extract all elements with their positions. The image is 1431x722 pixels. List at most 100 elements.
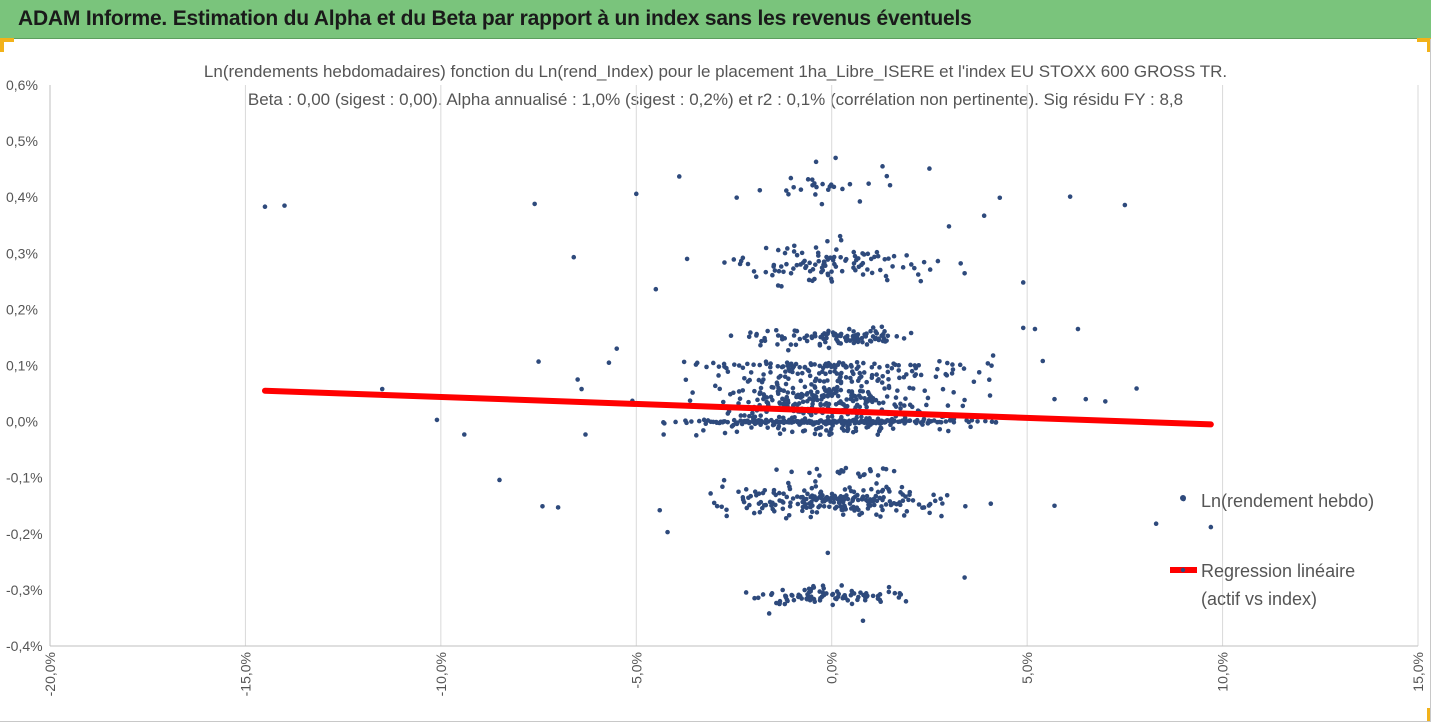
scatter-point [817, 598, 823, 603]
scatter-point [1208, 524, 1214, 530]
scatter-point [776, 420, 782, 426]
scatter-point [879, 504, 884, 509]
scatter-point [926, 419, 932, 424]
scatter-point [704, 364, 709, 370]
scatter-point [851, 329, 856, 334]
scatter-point [845, 428, 850, 434]
scatter-point [832, 493, 838, 499]
scatter-point [820, 499, 825, 504]
scatter-point [874, 331, 880, 336]
scatter-point [805, 367, 811, 373]
scatter-point [262, 204, 268, 210]
scatter-point [817, 378, 823, 384]
x-tick-label: 10,0% [1215, 652, 1231, 692]
scatter-point [817, 503, 823, 508]
scatter-point [798, 495, 804, 500]
scatter-point [282, 203, 287, 208]
scatter-point [786, 191, 791, 197]
scatter-point [782, 601, 788, 607]
scatter-point [714, 503, 720, 509]
scatter-point [869, 486, 874, 492]
legend-label-regression-2: (actif vs index) [1201, 589, 1318, 609]
scatter-point [890, 426, 896, 431]
scatter-point [886, 376, 891, 382]
scatter-point [813, 376, 819, 382]
scatter-point [908, 262, 914, 267]
scatter-point [835, 393, 841, 399]
scatter-point [804, 392, 810, 397]
scatter-point [799, 391, 804, 397]
x-tick-label: -15,0% [237, 652, 253, 696]
scatter-point [920, 422, 925, 427]
scatter-point [784, 494, 790, 500]
scatter-point [1153, 521, 1159, 527]
scatter-point [1134, 386, 1139, 391]
scatter-point [842, 487, 848, 492]
scatter-point [583, 432, 588, 437]
scatter-point [808, 362, 814, 368]
scatter-point [830, 418, 836, 424]
scatter-point [540, 504, 545, 509]
scatter-point [868, 328, 873, 334]
scatter-point [802, 384, 808, 390]
scatter-point [841, 422, 846, 428]
scatter-point [858, 395, 864, 400]
scatter-point [933, 374, 939, 380]
scatter-point [921, 259, 927, 265]
scatter-point [863, 399, 869, 404]
legend-marker-regression-dot [1180, 567, 1186, 573]
scatter-point [786, 376, 791, 382]
scatter-point [884, 173, 890, 179]
scatter-point [886, 385, 892, 391]
scatter-point [837, 233, 843, 239]
scatter-point [840, 512, 846, 517]
scatter-point [835, 496, 841, 502]
scatter-point [745, 418, 750, 423]
scatter-point [1122, 202, 1128, 208]
scatter-point [780, 500, 786, 505]
scatter-point [813, 159, 819, 165]
scatter-point [874, 372, 879, 377]
scatter-point [878, 599, 883, 605]
scatter-point [683, 418, 688, 423]
scatter-point [907, 402, 913, 408]
scatter-point [851, 340, 857, 346]
scatter-point [866, 424, 871, 430]
scatter-point [759, 338, 764, 344]
scatter-point [858, 374, 864, 379]
scatter-point [770, 397, 775, 403]
scatter-point [748, 493, 754, 499]
scatter-point [771, 422, 777, 427]
scatter-point [841, 494, 847, 500]
scatter-point [810, 397, 815, 402]
scatter-point [943, 419, 949, 424]
scatter-point [820, 365, 826, 371]
scatter-point [833, 264, 839, 269]
scatter-point [931, 492, 936, 498]
scatter-point [802, 416, 808, 421]
scatter-point [838, 504, 843, 509]
scatter-point [851, 261, 857, 266]
scatter-point [957, 362, 963, 368]
scatter-point [786, 420, 792, 425]
scatter-point [962, 575, 967, 580]
scatter-point [813, 245, 819, 250]
scatter-point [892, 402, 897, 407]
scatter-point [750, 410, 755, 416]
scatter-point [876, 400, 882, 406]
scatter-point [867, 338, 873, 344]
scatter-point [817, 363, 823, 369]
scatter-point [848, 506, 854, 511]
scatter-point [831, 254, 837, 260]
scatter-point [497, 477, 502, 483]
scatter-point [873, 493, 879, 499]
scatter-point [1103, 399, 1108, 404]
scatter-point [772, 268, 778, 273]
scatter-point [927, 510, 932, 516]
scatter-point [843, 375, 849, 380]
scatter-point [817, 589, 823, 594]
scatter-point [661, 432, 666, 437]
scatter-point [847, 181, 853, 187]
scatter-point [839, 583, 844, 588]
scatter-point [814, 510, 820, 515]
